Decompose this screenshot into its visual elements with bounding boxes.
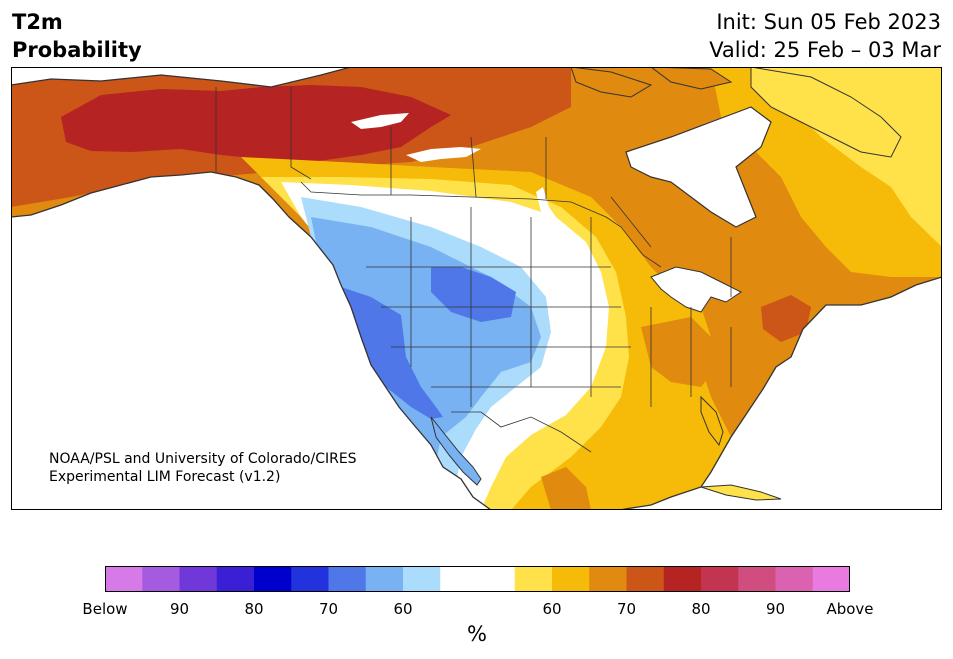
- map-frame: [11, 67, 942, 510]
- colorbar-segment: [552, 566, 590, 592]
- colorbar-segment: [254, 566, 292, 592]
- colorbar-tick-label: 70: [616, 600, 637, 618]
- colorbar-segment: [738, 566, 776, 592]
- colorbar-tick-label: 90: [765, 600, 786, 618]
- title-line-2: Probability: [12, 38, 142, 62]
- colorbar-segment: [440, 566, 478, 592]
- colorbar-segment: [701, 566, 739, 592]
- colorbar-segment: [477, 566, 516, 592]
- baffin-island: [750, 67, 902, 158]
- forecast-dates: Init: Sun 05 Feb 2023 Valid: 25 Feb – 03…: [709, 8, 941, 64]
- colorbar-segment: [105, 566, 143, 592]
- colorbar-tick-label: 70: [318, 600, 339, 618]
- shade-above-65-southeast: [641, 317, 716, 387]
- colorbar-segment: [179, 566, 218, 592]
- lake-winnipeg: [536, 187, 563, 232]
- shade-below-65: [341, 287, 443, 419]
- colorbar-segment: [365, 566, 404, 592]
- colorbar-segment: [403, 566, 441, 592]
- political-borders: [215, 87, 732, 453]
- colorbar-tick-label: Below: [82, 600, 128, 618]
- shade-above-65-mexico: [541, 467, 591, 510]
- arctic-island-1: [570, 67, 653, 98]
- probability-map: [11, 67, 942, 510]
- credit-line-1: NOAA/PSL and University of Colorado/CIRE…: [49, 451, 357, 467]
- colorbar-segment: [142, 566, 180, 592]
- colorbar-segment: [514, 566, 553, 592]
- colorbar-unit: %: [467, 622, 487, 646]
- credit-line-2: Experimental LIM Forecast (v1.2): [49, 469, 281, 485]
- cuba: [700, 484, 782, 501]
- colorbar-tick-label: 90: [169, 600, 190, 618]
- title-line-1: T2m: [12, 10, 63, 34]
- colorbar-segment: [589, 566, 627, 592]
- colorbar: [105, 566, 850, 592]
- shade-below-65-2: [431, 267, 516, 322]
- shade-above-70-northeast: [761, 295, 811, 342]
- init-date: Init: Sun 05 Feb 2023: [716, 10, 941, 34]
- colorbar-segment: [663, 566, 702, 592]
- map-title: T2m Probability: [12, 8, 142, 64]
- colorbar-segment: [775, 566, 814, 592]
- colorbar-tick-label: 60: [542, 600, 562, 618]
- colorbar-tick-label: 60: [393, 600, 413, 618]
- colorbar-segment: [216, 566, 255, 592]
- colorbar-tick-label: Above: [826, 600, 874, 618]
- colorbar-tick-label: 80: [691, 600, 711, 618]
- great-bear-lake: [351, 113, 409, 129]
- florida: [700, 395, 724, 447]
- colorbar-segment: [812, 566, 850, 592]
- great-lakes: [650, 266, 742, 313]
- valid-range: Valid: 25 Feb – 03 Mar: [709, 38, 941, 62]
- hudson-bay: [625, 106, 772, 228]
- shade-above-80-north: [61, 85, 451, 162]
- coastline: [11, 67, 942, 510]
- great-slave-lake: [406, 147, 481, 162]
- arctic-island-2: [650, 67, 733, 90]
- colorbar-tick-label: 80: [244, 600, 264, 618]
- colorbar-segment: [291, 566, 329, 592]
- colorbar-segment: [626, 566, 665, 592]
- colorbar-border: [105, 566, 850, 592]
- baja-peninsula: [430, 416, 482, 486]
- credit-text: NOAA/PSL and University of Colorado/CIRE…: [49, 450, 357, 486]
- colorbar-segment: [328, 566, 367, 592]
